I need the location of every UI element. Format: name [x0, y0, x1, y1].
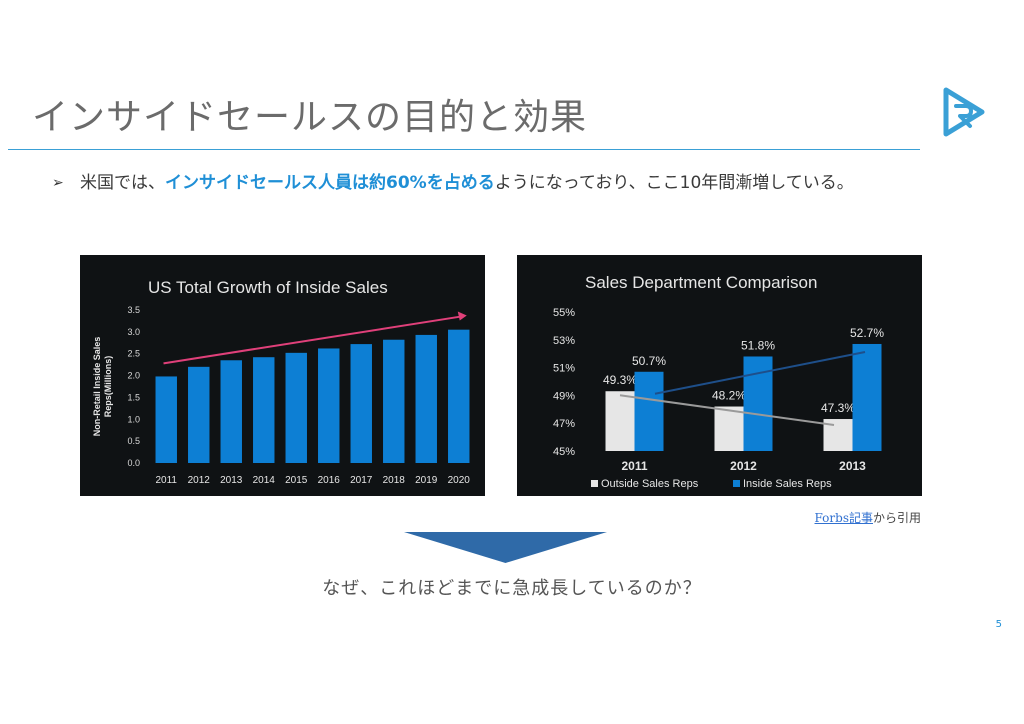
- y-axis-label-line2: Reps(Millions): [103, 356, 113, 418]
- bar: [318, 348, 340, 463]
- page-number: 5: [995, 619, 1002, 630]
- trend-arrowhead: [457, 311, 467, 321]
- source-suffix: から引用: [872, 511, 921, 525]
- bar-inside: [634, 371, 664, 451]
- question-text: なぜ、これほどまでに急成長しているのか？: [322, 578, 702, 599]
- chart-title: Sales Department Comparison: [585, 273, 817, 292]
- slide-title: インサイドセールスの目的と効果: [32, 97, 588, 138]
- inside-trend-line: [654, 350, 866, 395]
- x-tick-label: 2012: [188, 475, 211, 486]
- bar-inside: [852, 343, 882, 451]
- trend-line: [163, 315, 461, 365]
- y-tick-label: 55%: [553, 307, 575, 319]
- y-tick-label: 49%: [553, 390, 575, 402]
- y-tick-label: 53%: [553, 335, 575, 347]
- x-tick-label: 2019: [415, 475, 438, 486]
- x-tick-label: 2011: [621, 459, 647, 473]
- x-tick-label: 2016: [318, 475, 341, 486]
- data-label: 51.8%: [741, 338, 775, 352]
- comparison-chart-svg: Sales Department Comparison 45% 47% 49% 51% 5…: [553, 273, 884, 490]
- bar-outside: [714, 406, 744, 451]
- y-tick-label: 47%: [553, 418, 575, 430]
- sales-department-comparison-chart: Sales Department Comparison 45% 47% 49% 51% 5…: [517, 255, 922, 496]
- data-label: 49.3%: [603, 373, 637, 387]
- x-tick-label: 2012: [730, 459, 757, 473]
- bullet-text-prefix: 米国では、: [80, 173, 165, 193]
- x-tick-label: 2011: [155, 475, 177, 486]
- bar-outside: [605, 391, 635, 451]
- bar: [415, 334, 437, 463]
- source-citation: Forbs記事から引用: [815, 509, 922, 526]
- x-tick-label: 2013: [220, 475, 243, 486]
- y-tick-label: 2.5: [127, 349, 140, 359]
- x-tick-label: 2014: [253, 475, 276, 486]
- legend-label: Inside Sales Reps: [743, 478, 832, 490]
- bar: [188, 366, 210, 463]
- bullet-point: ➢ 米国では、インサイドセールス人員は約60%を占めるようになっており、ここ10…: [52, 170, 922, 197]
- growth-chart-svg: US Total Growth of Inside Sales 0.0 0.5 1.0…: [92, 278, 471, 486]
- x-tick-label: 2015: [285, 475, 308, 486]
- x-tick-label: 2013: [839, 459, 866, 473]
- source-link[interactable]: Forbs記事: [814, 511, 873, 525]
- data-label: 50.7%: [632, 354, 666, 368]
- y-tick-label: 51%: [553, 363, 575, 375]
- bar: [155, 376, 177, 463]
- x-tick-label: 2017: [350, 475, 373, 486]
- legend-label: Outside Sales Reps: [601, 478, 699, 490]
- y-tick-label: 45%: [553, 446, 575, 458]
- chart-title: US Total Growth of Inside Sales: [148, 278, 388, 297]
- y-tick-label: 1.0: [127, 414, 140, 424]
- bar: [383, 339, 405, 463]
- bullet-arrow-icon: ➢: [52, 175, 64, 191]
- brand-logo-icon: [943, 87, 985, 137]
- legend-swatch: [591, 480, 598, 487]
- outside-trend-line: [619, 394, 835, 427]
- legend-swatch: [733, 480, 740, 487]
- y-tick-label: 3.0: [127, 327, 140, 337]
- x-tick-label: 2020: [448, 475, 471, 486]
- bar: [448, 329, 470, 463]
- data-label: 48.2%: [712, 389, 746, 403]
- down-arrow-icon: [404, 532, 607, 563]
- title-divider: [8, 149, 920, 150]
- data-label: 47.3%: [821, 401, 855, 415]
- bullet-text-highlight: インサイドセールス人員は約60%を占める: [165, 173, 495, 193]
- y-axis-label: Non-Retail Inside Sales: [92, 337, 102, 437]
- bar: [350, 344, 372, 463]
- y-tick-label: 3.5: [127, 305, 140, 315]
- y-tick-label: 0.0: [127, 458, 140, 468]
- x-tick-label: 2018: [383, 475, 406, 486]
- y-tick-label: 0.5: [127, 436, 140, 446]
- bar: [285, 352, 307, 463]
- bar: [253, 357, 275, 463]
- y-tick-label: 2.0: [127, 371, 140, 381]
- bullet-text-suffix: ようになっており、ここ10年間漸増している。: [494, 173, 854, 193]
- y-tick-label: 1.5: [127, 392, 140, 402]
- bar: [220, 360, 242, 463]
- data-label: 52.7%: [850, 326, 884, 340]
- inside-sales-growth-chart: US Total Growth of Inside Sales 0.0 0.5 1.0…: [80, 255, 485, 496]
